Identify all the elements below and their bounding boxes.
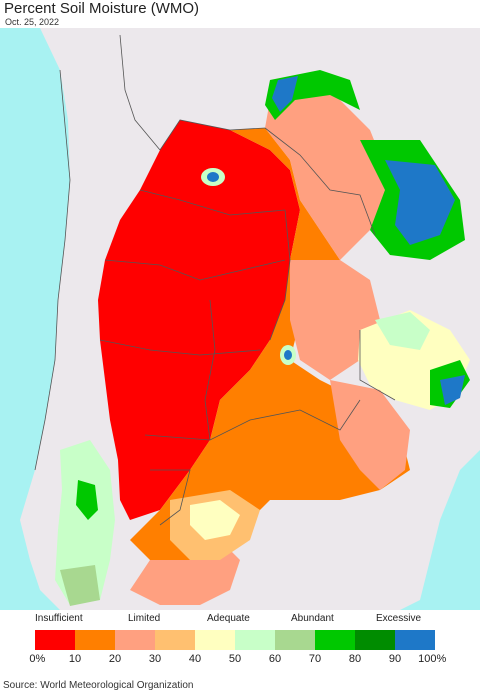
region-andes-south-green <box>60 565 100 606</box>
region-limited <box>130 128 410 560</box>
region-north-blue <box>272 76 298 112</box>
region-uruguay-green <box>375 312 430 350</box>
region-pink-north <box>265 90 390 260</box>
borders <box>34 34 396 526</box>
source-credit: Source: World Meteorological Organizatio… <box>3 680 194 691</box>
legend-cat-abundant: Abundant <box>291 613 334 624</box>
legend-tick-10: 100% <box>418 653 447 665</box>
legend-cat-excessive: Excessive <box>376 613 422 624</box>
region-andes-green <box>76 480 98 520</box>
soil-moisture-map <box>0 28 480 610</box>
legend-swatch-9 <box>395 630 435 650</box>
map-title: Percent Soil Moisture (WMO) <box>4 0 200 17</box>
legend-swatch-5 <box>235 630 275 650</box>
region-uruguay-blue <box>440 375 465 405</box>
legend-cat-adequate: Adequate <box>207 613 250 624</box>
legend-swatch-6 <box>275 630 315 650</box>
legend-swatch-4 <box>195 630 235 650</box>
legend-tick-6: 60 <box>268 653 282 665</box>
legend-swatch-8 <box>355 630 395 650</box>
region-ne-blue <box>385 160 455 245</box>
legend-tick-5: 50 <box>228 653 242 665</box>
legend-tick-2: 20 <box>108 653 122 665</box>
legend-cat-insufficient: Insufficient <box>35 613 83 624</box>
legend-color-bar <box>35 630 435 650</box>
legend-tick-1: 10 <box>68 653 82 665</box>
legend-swatch-3 <box>155 630 195 650</box>
region-insufficient <box>98 120 300 520</box>
region-pale-yellow <box>190 500 240 540</box>
legend-cat-limited: Limited <box>128 613 161 624</box>
spot-center-core <box>284 350 292 360</box>
legend-tick-0: 0% <box>29 653 46 665</box>
legend-swatch-1 <box>75 630 115 650</box>
legend-tick-4: 40 <box>188 653 202 665</box>
legend-tick-7: 70 <box>308 653 322 665</box>
legend-tick-8: 80 <box>348 653 362 665</box>
legend-categories: Insufficient Limited Adequate Abundant E… <box>0 613 480 627</box>
map-date: Oct. 25, 2022 <box>5 17 60 27</box>
region-east-coast <box>330 380 410 490</box>
region-pink-center <box>290 260 380 380</box>
legend-tick-9: 90 <box>388 653 402 665</box>
legend-tick-3: 30 <box>148 653 162 665</box>
region-andes-south <box>55 440 115 605</box>
spot-north-west-core <box>207 172 219 182</box>
legend-swatch-0 <box>35 630 75 650</box>
legend-swatch-7 <box>315 630 355 650</box>
legend-ticks: 0% 10 20 30 40 50 60 70 80 90 100% <box>0 653 480 667</box>
legend-swatch-2 <box>115 630 155 650</box>
